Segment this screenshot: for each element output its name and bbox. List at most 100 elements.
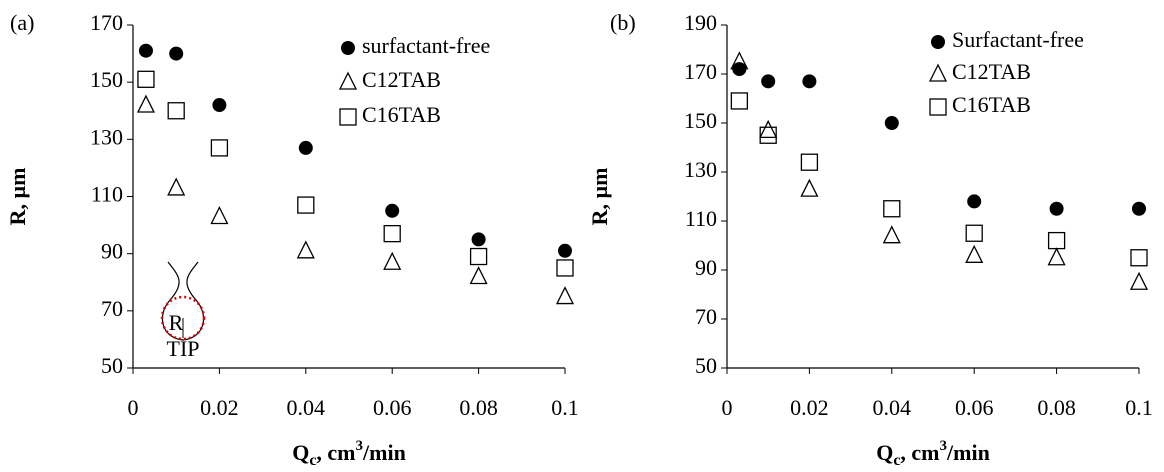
point (210, 139, 229, 157)
y-tick-label: 110 (91, 182, 123, 207)
x-tick-label: 0.02 (200, 395, 239, 420)
point (298, 140, 313, 155)
legend-label: C12TAB (362, 67, 441, 92)
tip-outline (161, 261, 205, 341)
legend-marker (338, 71, 358, 90)
x-tick-label: 0 (128, 395, 139, 420)
x-tick-label: 0.1 (1125, 395, 1153, 420)
y-tick-label: 70 (695, 304, 717, 329)
x-label-part: , cm (316, 440, 355, 465)
point (297, 196, 315, 214)
point (1132, 201, 1146, 216)
y-axis-label: R, µm (5, 168, 30, 226)
point (167, 177, 186, 196)
point (212, 98, 227, 113)
point (167, 102, 185, 120)
y-tick-label: 130 (90, 124, 123, 149)
x-tick-label: 0.1 (551, 395, 579, 420)
point (882, 225, 901, 244)
y-tick-label: 130 (684, 157, 717, 182)
x-axis-label: Qc, cm3/min (292, 438, 406, 468)
point (555, 286, 575, 305)
y-tick-label: 90 (101, 239, 123, 264)
x-tick-label: 0.06 (373, 395, 412, 420)
point (383, 225, 401, 243)
y-tick-label: 70 (101, 296, 123, 321)
point (965, 244, 984, 263)
legend-label: C16TAB (952, 92, 1031, 117)
tip-circle (160, 295, 206, 341)
x-label-part: /min (946, 440, 990, 465)
legend-marker (928, 63, 948, 82)
point (137, 70, 155, 88)
point (471, 232, 486, 247)
point (556, 259, 574, 277)
point (884, 116, 899, 130)
legend-label: Surfactant-free (952, 27, 1084, 52)
point (1047, 231, 1066, 250)
legend-label: surfactant-free (362, 33, 490, 58)
point (210, 206, 229, 225)
x-label-part: 3 (940, 438, 948, 454)
y-tick-label: 170 (684, 59, 717, 84)
x-label-part: Q (876, 440, 893, 465)
x-label-part: 3 (356, 438, 364, 454)
legend-marker (339, 108, 357, 126)
x-axis-label: Qc, cm3/min (876, 438, 990, 468)
point (800, 153, 819, 171)
point (802, 74, 817, 89)
point (730, 51, 749, 70)
x-tick-label: 0.04 (287, 395, 326, 420)
point (138, 43, 153, 58)
point (1047, 247, 1066, 266)
panel-label: (a) (10, 10, 34, 35)
y-axis-label: R, µm (587, 168, 612, 226)
x-label-part: c (309, 452, 316, 469)
panel-label: (b) (610, 10, 636, 35)
point (1129, 271, 1149, 290)
point (759, 126, 777, 144)
tip-r: R (169, 310, 184, 335)
chart-a: 50 70 90 110 130 150 170 0 0.02 0.04 0.06 0.08 0.1 (a… (5, 10, 579, 469)
x-tick-label: 0.08 (459, 395, 498, 420)
legend-marker (931, 35, 945, 49)
legend-label: C12TAB (952, 59, 1031, 84)
point (761, 74, 776, 89)
point (383, 251, 402, 270)
x-tick-label: 0.06 (955, 395, 994, 420)
y-tick-label: 190 (684, 10, 717, 35)
x-tick-label: 0 (722, 395, 733, 420)
x-label-part: /min (362, 440, 406, 465)
point (967, 194, 982, 209)
y-tick-label: 110 (685, 206, 717, 231)
point (965, 224, 983, 242)
point (800, 178, 819, 197)
y-tick-label: 50 (101, 353, 123, 378)
legend-label: C16TAB (362, 102, 441, 127)
legend-marker (341, 41, 355, 55)
point (169, 46, 184, 61)
point (1049, 201, 1064, 216)
point (385, 203, 400, 218)
y-tick-label: 150 (90, 67, 123, 92)
y-tick-label: 90 (695, 255, 717, 280)
point (883, 200, 901, 218)
point (759, 119, 778, 139)
x-tick-label: 0.04 (873, 395, 912, 420)
y-tick-label: 50 (695, 353, 717, 378)
point (558, 243, 572, 258)
point (136, 94, 156, 113)
chart-b: 50 70 90 110 130 150 170 190 0 0.02 0.04 0.06 0.08 0.… (587, 10, 1153, 469)
legend-marker (929, 98, 947, 116)
point (730, 92, 749, 110)
point (296, 240, 315, 259)
x-tick-label: 0.02 (790, 395, 829, 420)
x-label-part: , cm (900, 440, 939, 465)
point (1130, 249, 1148, 267)
x-label-part: Q (292, 440, 309, 465)
y-tick-label: 170 (90, 10, 123, 35)
x-tick-label: 0.08 (1037, 395, 1076, 420)
tip-label: TIP (167, 336, 200, 361)
y-tick-label: 150 (684, 108, 717, 133)
